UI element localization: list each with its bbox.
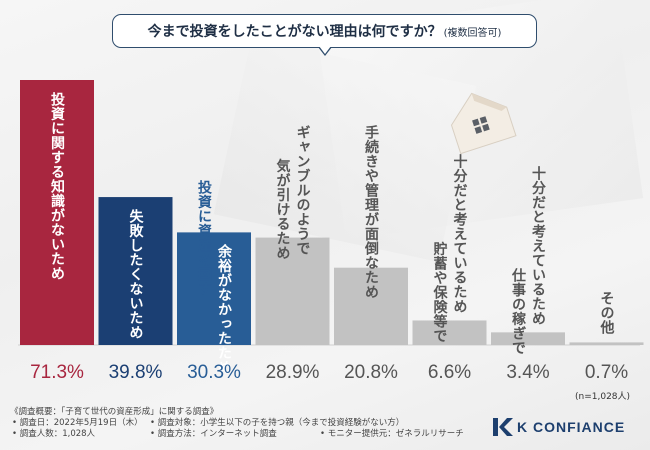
category-label: 仕事の稼ぎで xyxy=(510,267,527,355)
bar xyxy=(255,237,330,345)
bar xyxy=(491,332,565,345)
category-label: 気が引けるため xyxy=(275,158,291,260)
survey-date: • 調査日：2022年5月19日（木） xyxy=(12,418,143,428)
bar xyxy=(334,267,408,345)
value-label: 0.7% xyxy=(585,362,628,383)
value-label: 20.8% xyxy=(344,362,398,383)
bar xyxy=(569,342,644,345)
chart-title: 今まで投資をしたことがない理由は何ですか？ (複数回答可) xyxy=(112,14,537,48)
category-label: 投資に資産を回す xyxy=(196,180,212,296)
survey-count: • 調査人数：1,028人 xyxy=(12,429,96,439)
category-label: 十分だと考えているため xyxy=(452,153,468,313)
house-block-icon xyxy=(450,92,517,155)
category-label: ギャンブルのようで xyxy=(295,125,311,256)
value-label: 71.3% xyxy=(30,362,84,383)
k-logo-icon xyxy=(493,418,513,436)
survey-title: 《調査概要：「子育て世代の資産形成」に関する調査》 xyxy=(10,407,219,417)
value-label: 3.4% xyxy=(506,362,549,383)
brand-logo: K CONFIANCE xyxy=(493,418,625,436)
category-label: 余裕がなかったため xyxy=(216,244,233,375)
bar xyxy=(20,80,94,345)
survey-method: • 調査方法：インターネット調査 xyxy=(150,429,277,439)
value-label: 30.3% xyxy=(187,362,241,383)
category-label: 十分だと考えているため xyxy=(530,165,546,325)
sample-size-note: (n=1,028人) xyxy=(575,392,631,402)
value-label: 28.9% xyxy=(266,362,320,383)
survey-provider: • モニター提供元：ゼネラルリサーチ xyxy=(320,429,464,439)
value-label: 6.6% xyxy=(428,362,471,383)
survey-target: • 調査対象：小学生以下の子を持つ親（今まで投資経験がない方） xyxy=(150,418,405,428)
bar xyxy=(98,197,173,345)
brand-name: K CONFIANCE xyxy=(517,419,626,435)
category-label: 失敗したくないため xyxy=(128,208,144,339)
category-label: 手続きや管理が面倒なため xyxy=(363,124,380,299)
category-label: 貯蓄や保険等で xyxy=(432,241,449,343)
speech-bubble-tail-fill xyxy=(319,46,331,54)
category-label: 投資に関する知識がないため xyxy=(49,92,65,281)
value-label: 39.8% xyxy=(109,362,163,383)
question-text: 今まで投資をしたことがない理由は何ですか？ xyxy=(147,24,442,40)
question-note: (複数回答可) xyxy=(443,27,502,39)
category-label: その他 xyxy=(599,291,616,335)
bar xyxy=(412,320,487,345)
bar xyxy=(177,232,251,345)
